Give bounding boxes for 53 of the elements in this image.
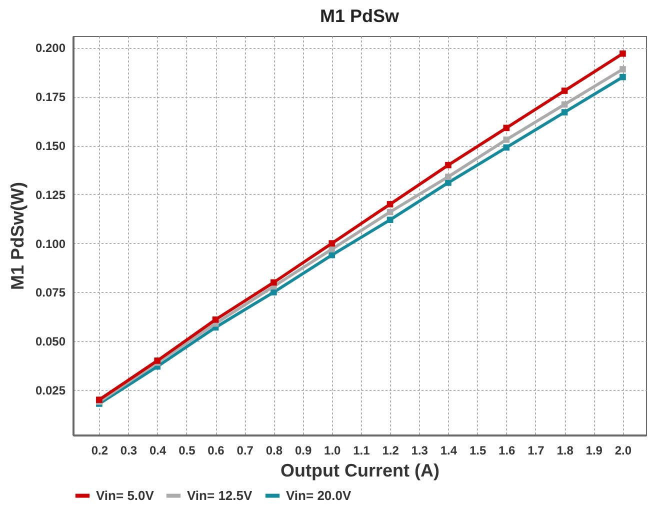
x-tick-label: 1.7 — [528, 444, 545, 458]
x-tick-label: 0.7 — [236, 444, 254, 458]
point — [328, 240, 336, 246]
point — [620, 66, 626, 72]
point — [270, 279, 277, 286]
x-tick-label: 0.8 — [266, 444, 283, 458]
point — [445, 180, 452, 186]
point — [620, 74, 626, 80]
legend-label: Vin= 20.0V — [286, 488, 352, 503]
point — [386, 216, 394, 224]
point — [503, 136, 510, 143]
x-tick-label: 0.3 — [120, 444, 138, 458]
point — [386, 208, 394, 216]
point — [212, 316, 219, 323]
x-axis-title: Output Current (A) — [280, 460, 440, 480]
point — [503, 144, 510, 151]
y-tick-label: 0.075 — [35, 286, 66, 300]
point — [561, 109, 568, 116]
x-tick-label: 1.6 — [498, 444, 516, 458]
y-tick-label: 0.100 — [35, 236, 66, 251]
point — [386, 201, 394, 208]
x-tick-label: 1.5 — [469, 444, 486, 458]
y-tick-label: 0.050 — [35, 334, 66, 349]
x-tick-label: 0.6 — [208, 444, 225, 458]
y-tick-label: 0.125 — [35, 188, 66, 202]
x-tick-label: 0.5 — [178, 444, 196, 458]
x-tick-label: 1.4 — [440, 444, 458, 458]
y-tick-label: 0.025 — [35, 384, 66, 398]
x-tick-label: 2.0 — [614, 444, 632, 458]
legend-label: Vin= 5.0V — [96, 488, 154, 503]
x-tick-label: 0.2 — [91, 444, 108, 458]
y-tick-label: 0.175 — [35, 90, 66, 104]
point — [445, 174, 452, 180]
y-tick-label: 0.150 — [35, 139, 66, 154]
x-tick-label: 1.9 — [586, 444, 603, 458]
x-tick-label: 1.2 — [382, 444, 400, 458]
chart-title: M1 PdSw — [320, 6, 400, 26]
x-tick-label: 1.8 — [556, 444, 574, 458]
y-tick-label: 0.200 — [35, 41, 66, 56]
y-axis-title: M1 PdSw(W) — [7, 182, 28, 290]
point — [561, 88, 568, 94]
point — [620, 50, 626, 57]
x-tick-label: 1.1 — [353, 444, 370, 458]
legend-label: Vin= 12.5V — [187, 488, 252, 503]
point — [561, 101, 568, 108]
point — [445, 162, 452, 168]
x-tick-label: 0.4 — [150, 444, 167, 458]
x-tick-label: 0.9 — [294, 444, 312, 458]
x-tick-label: 1.3 — [411, 444, 428, 458]
point — [328, 246, 336, 252]
x-tick-label: 1.0 — [324, 444, 342, 458]
point — [270, 289, 277, 296]
point — [503, 124, 510, 132]
